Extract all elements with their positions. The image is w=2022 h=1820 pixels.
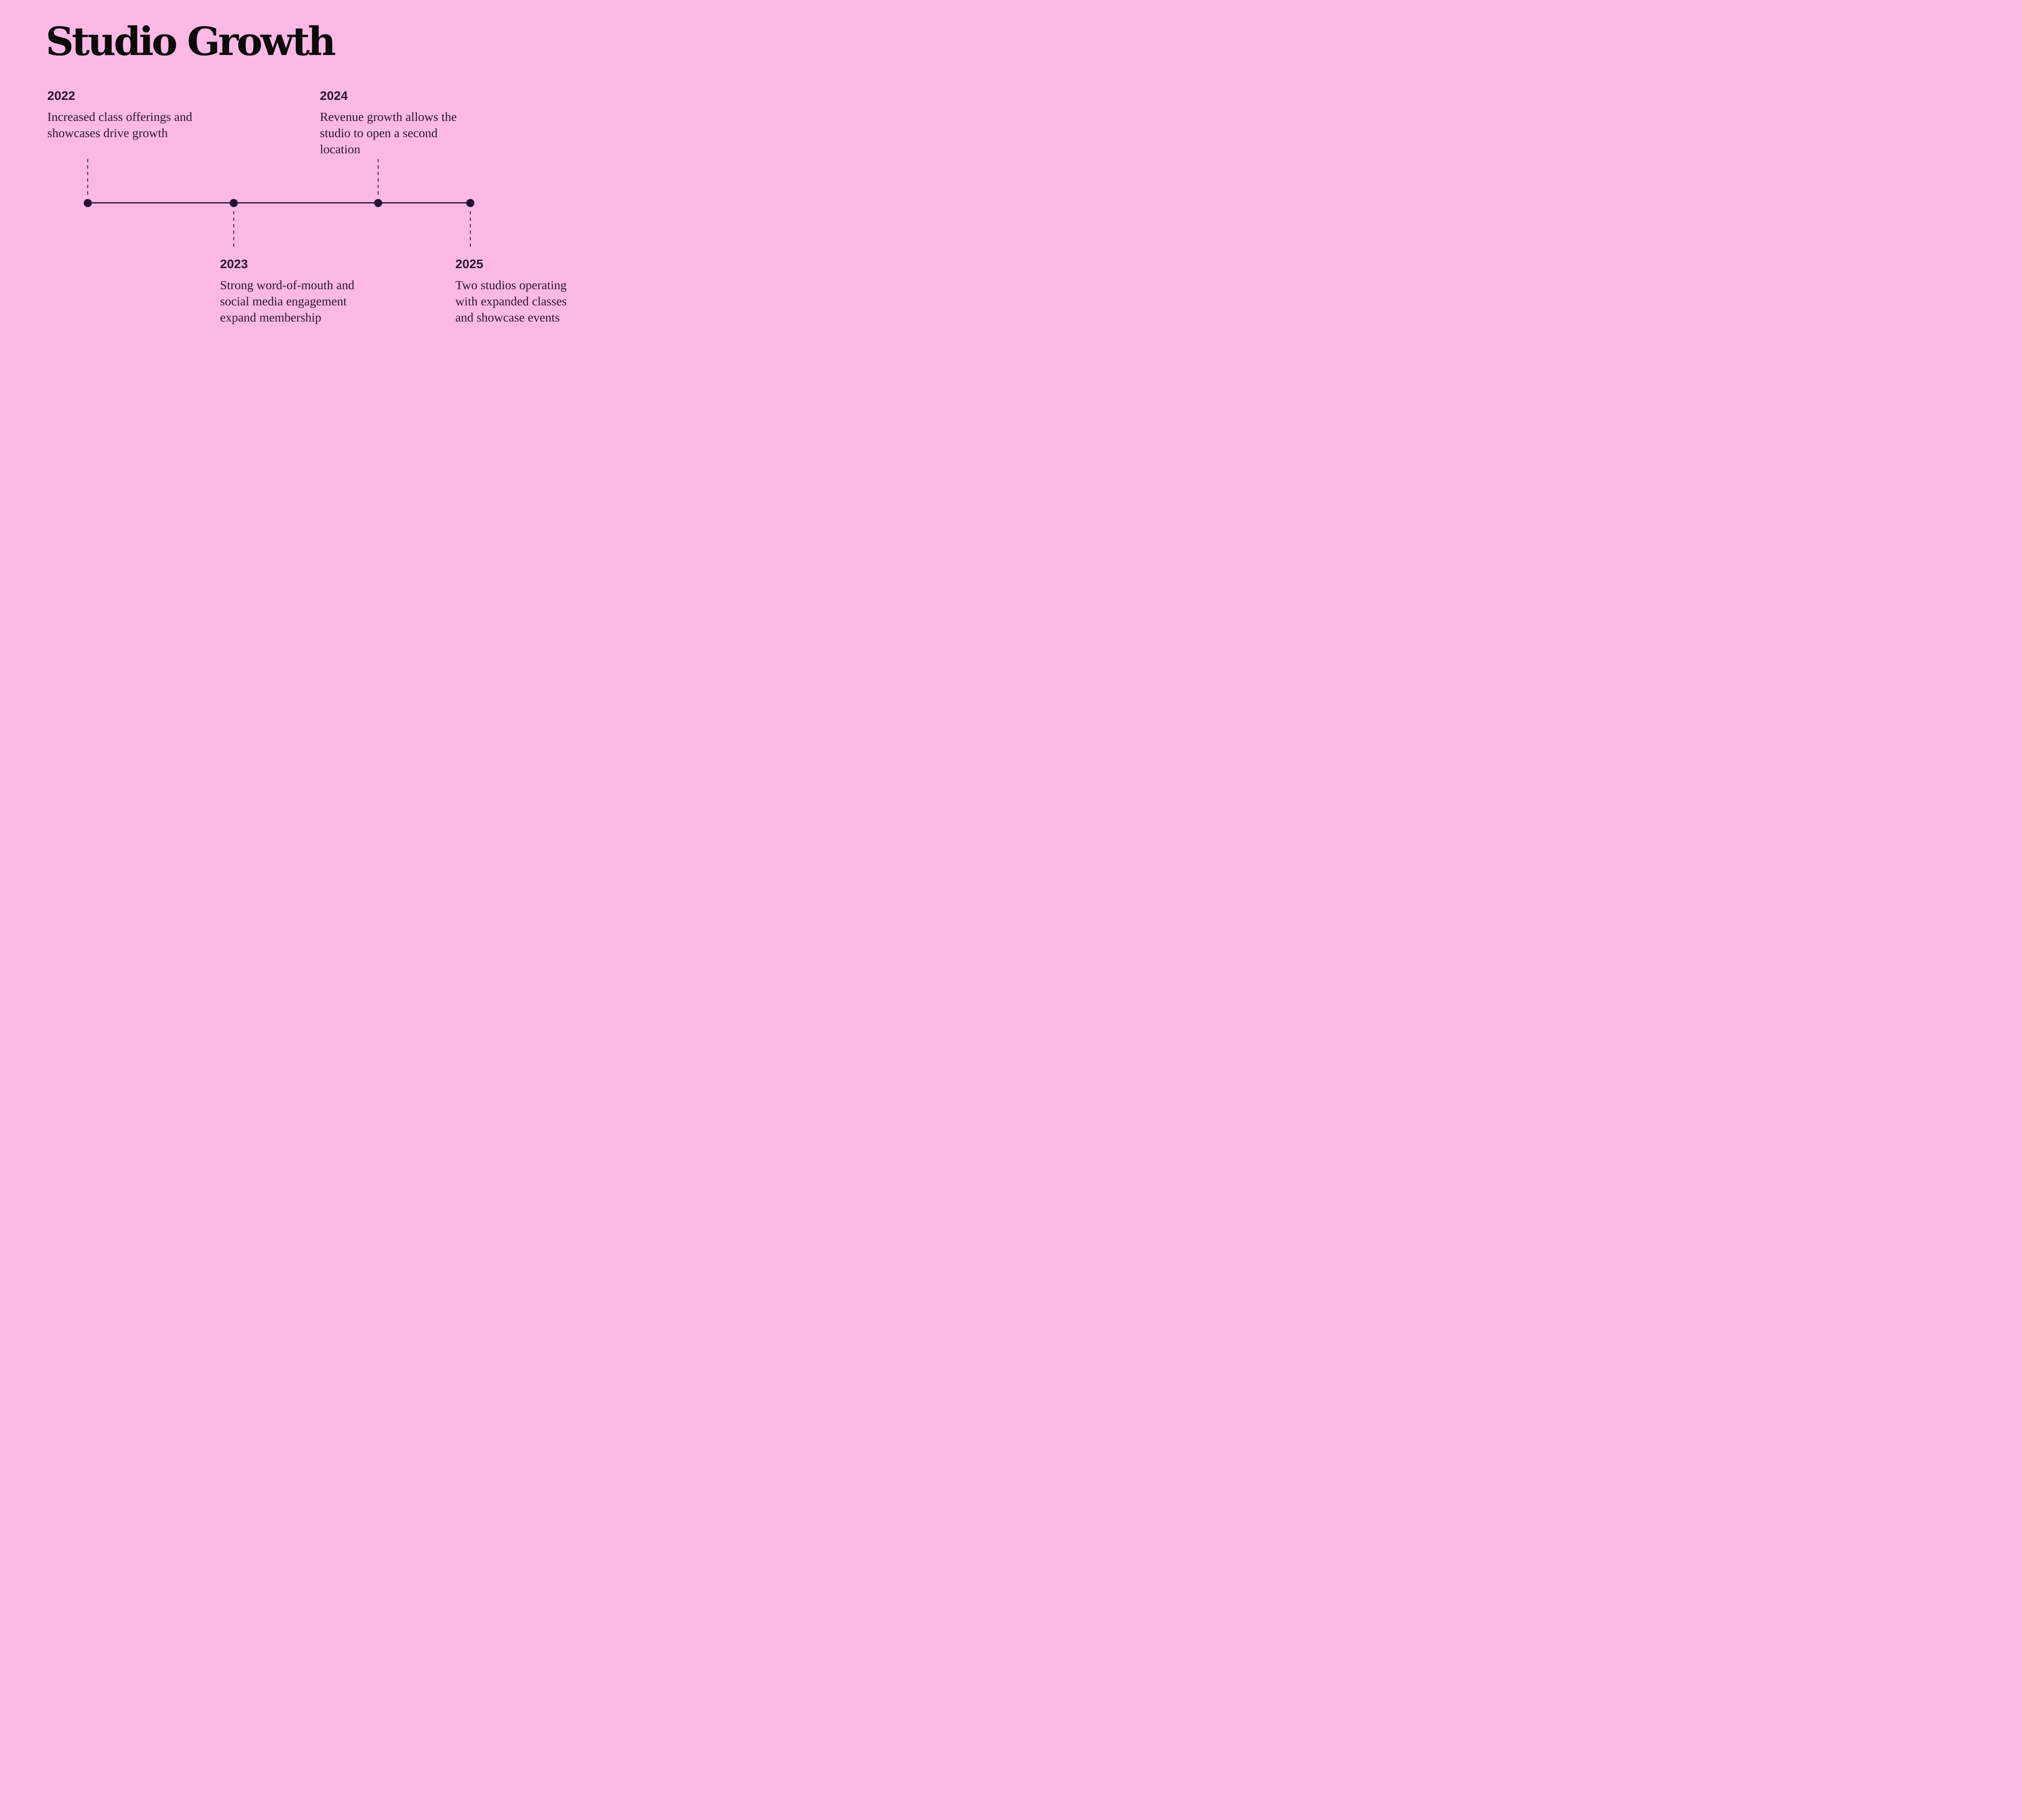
timeline-event-2022: 2022 Increased class offerings and showc… bbox=[47, 88, 192, 141]
timeline-event-2024: 2024 Revenue growth allows the studio to… bbox=[320, 88, 457, 157]
timeline-event-2023: 2023 Strong word-of-mouth and social med… bbox=[220, 256, 354, 326]
slide-canvas: Studio Growth 2022 Increased class offer… bbox=[0, 0, 634, 357]
event-description-line: and showcase events bbox=[455, 310, 560, 324]
timeline-dot-2025 bbox=[466, 199, 474, 207]
timeline-dot-2022 bbox=[84, 199, 92, 207]
event-description-line: showcases drive growth bbox=[47, 126, 168, 140]
event-year: 2025 bbox=[455, 257, 483, 271]
event-description-line: location bbox=[320, 142, 360, 156]
timeline-connector-2024 bbox=[378, 159, 379, 197]
timeline-connector-2022 bbox=[87, 159, 88, 197]
event-description: Strong word-of-mouth and social media en… bbox=[220, 277, 354, 326]
page-title: Studio Growth bbox=[46, 19, 336, 64]
event-year: 2023 bbox=[220, 257, 248, 271]
event-description-line: Strong word-of-mouth and bbox=[220, 278, 355, 292]
event-description: Revenue growth allows the studio to open… bbox=[320, 109, 457, 157]
event-description-line: social media engagement bbox=[220, 294, 347, 308]
event-description: Increased class offerings and showcases … bbox=[47, 109, 192, 141]
timeline-event-2025: 2025 Two studios operating with expanded… bbox=[455, 256, 567, 326]
timeline-line bbox=[88, 202, 470, 203]
timeline-connector-2025 bbox=[470, 211, 471, 248]
timeline-dot-2024 bbox=[374, 199, 382, 207]
event-description: Two studios operating with expanded clas… bbox=[455, 277, 567, 326]
event-description-line: Revenue growth allows the bbox=[320, 110, 457, 124]
event-description-line: expand membership bbox=[220, 310, 321, 324]
event-year: 2024 bbox=[320, 89, 348, 103]
timeline-connector-2023 bbox=[233, 211, 234, 248]
event-description-line: Two studios operating bbox=[455, 278, 567, 292]
event-year: 2022 bbox=[47, 89, 75, 103]
timeline-dot-2023 bbox=[230, 199, 238, 207]
event-description-line: Increased class offerings and bbox=[47, 110, 192, 124]
event-description-line: studio to open a second bbox=[320, 126, 438, 140]
event-description-line: with expanded classes bbox=[455, 294, 567, 308]
